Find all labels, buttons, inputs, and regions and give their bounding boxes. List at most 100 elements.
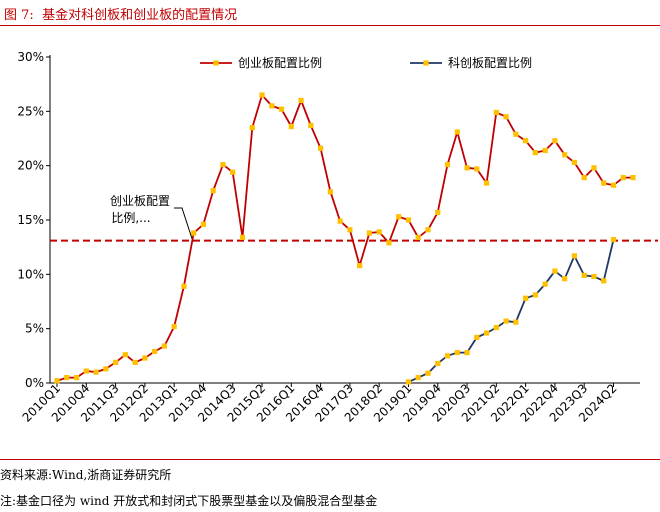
data-point bbox=[191, 230, 197, 236]
y-tick-label: 25% bbox=[17, 104, 44, 118]
data-point bbox=[464, 165, 470, 171]
annotation: 创业板配置比例,... bbox=[110, 194, 193, 239]
data-point bbox=[220, 161, 226, 168]
data-point bbox=[552, 268, 558, 274]
data-point bbox=[581, 272, 587, 279]
data-point bbox=[181, 283, 187, 289]
data-point bbox=[503, 318, 509, 324]
data-point bbox=[298, 97, 304, 104]
data-point bbox=[591, 165, 597, 171]
data-point bbox=[610, 182, 617, 188]
data-point bbox=[601, 278, 607, 284]
data-point bbox=[444, 161, 451, 168]
data-point bbox=[142, 355, 148, 361]
data-point bbox=[64, 374, 70, 381]
data-point bbox=[523, 295, 529, 301]
data-point bbox=[415, 374, 421, 381]
data-point bbox=[562, 276, 568, 282]
data-point bbox=[230, 169, 236, 175]
data-point bbox=[122, 352, 128, 358]
data-point bbox=[503, 114, 509, 120]
annotation-leader bbox=[174, 207, 193, 239]
data-point bbox=[591, 273, 597, 280]
data-point bbox=[435, 360, 441, 367]
data-point bbox=[103, 366, 109, 372]
data-point bbox=[444, 353, 451, 359]
data-point bbox=[483, 330, 490, 336]
y-tick-label: 30% bbox=[17, 50, 44, 64]
series-line bbox=[56, 94, 633, 382]
data-point bbox=[523, 138, 529, 144]
data-point bbox=[171, 323, 177, 330]
data-point bbox=[347, 227, 353, 233]
data-point bbox=[200, 221, 207, 227]
data-point bbox=[435, 209, 441, 215]
data-point bbox=[317, 145, 324, 151]
data-point bbox=[152, 348, 158, 355]
data-point bbox=[532, 292, 538, 298]
data-point bbox=[239, 234, 246, 240]
legend-marker bbox=[423, 60, 429, 66]
data-point bbox=[552, 138, 558, 144]
data-point bbox=[513, 131, 519, 137]
data-point bbox=[405, 217, 412, 223]
data-point bbox=[259, 92, 265, 98]
data-point bbox=[610, 236, 617, 243]
data-point bbox=[376, 229, 382, 235]
data-point bbox=[93, 369, 99, 375]
series-line bbox=[408, 239, 615, 383]
data-point bbox=[581, 175, 587, 181]
data-point bbox=[269, 103, 275, 109]
title-rule bbox=[0, 25, 660, 26]
data-point bbox=[161, 343, 167, 349]
footer-rule bbox=[0, 459, 660, 460]
data-point bbox=[542, 147, 548, 154]
data-point bbox=[454, 129, 460, 135]
data-point bbox=[327, 189, 333, 195]
data-point bbox=[83, 368, 89, 374]
data-point bbox=[54, 378, 60, 384]
data-point bbox=[620, 175, 626, 181]
y-tick-label: 5% bbox=[25, 322, 44, 336]
y-tick-label: 15% bbox=[17, 213, 44, 227]
data-point bbox=[386, 240, 392, 246]
data-point bbox=[532, 150, 538, 156]
data-point bbox=[474, 166, 480, 172]
data-point bbox=[366, 230, 373, 236]
data-point bbox=[571, 159, 578, 166]
figure-title: 图 7: 基金对科创板和创业板的配置情况 bbox=[4, 4, 237, 23]
data-point bbox=[425, 370, 431, 376]
allocation-line-chart: 0% 5% 10% 15% 20% 25% 30% 2010Q12010Q42011Q320… bbox=[17, 50, 658, 425]
footnote: 注:基金口径为 wind 开放式和封闭式下股票型基金以及偏股混合型基金 bbox=[0, 494, 378, 508]
data-point bbox=[308, 122, 314, 129]
data-point bbox=[493, 109, 499, 116]
annotation-line-1: 创业板配置 bbox=[110, 194, 170, 208]
data-point bbox=[474, 334, 480, 340]
data-point bbox=[278, 106, 285, 112]
data-point bbox=[357, 263, 363, 269]
series-layer bbox=[54, 92, 636, 385]
y-tick-label: 10% bbox=[17, 267, 44, 281]
data-point bbox=[562, 152, 568, 158]
legend-label: 创业板配置比例 bbox=[238, 56, 322, 70]
data-point bbox=[513, 319, 519, 325]
y-tick-label: 0% bbox=[25, 376, 44, 390]
figure-label: 图 7: bbox=[4, 8, 34, 23]
data-point bbox=[132, 359, 138, 365]
data-point bbox=[630, 175, 636, 181]
data-point bbox=[210, 188, 216, 194]
data-point bbox=[493, 324, 499, 331]
legend-label: 科创板配置比例 bbox=[448, 56, 532, 70]
legend: 创业板配置比例 科创板配置比例 bbox=[200, 56, 532, 70]
data-point bbox=[415, 234, 421, 240]
data-point bbox=[396, 214, 402, 220]
data-point bbox=[337, 218, 343, 224]
data-point bbox=[425, 227, 431, 233]
star-market-series bbox=[405, 236, 617, 385]
source-note: 资料来源:Wind,浙商证券研究所 bbox=[0, 468, 172, 482]
data-point bbox=[249, 125, 255, 131]
y-axis: 0% 5% 10% 15% 20% 25% 30% bbox=[17, 50, 51, 390]
data-point bbox=[464, 349, 470, 356]
chinext-series bbox=[54, 92, 636, 384]
data-point bbox=[483, 180, 490, 186]
